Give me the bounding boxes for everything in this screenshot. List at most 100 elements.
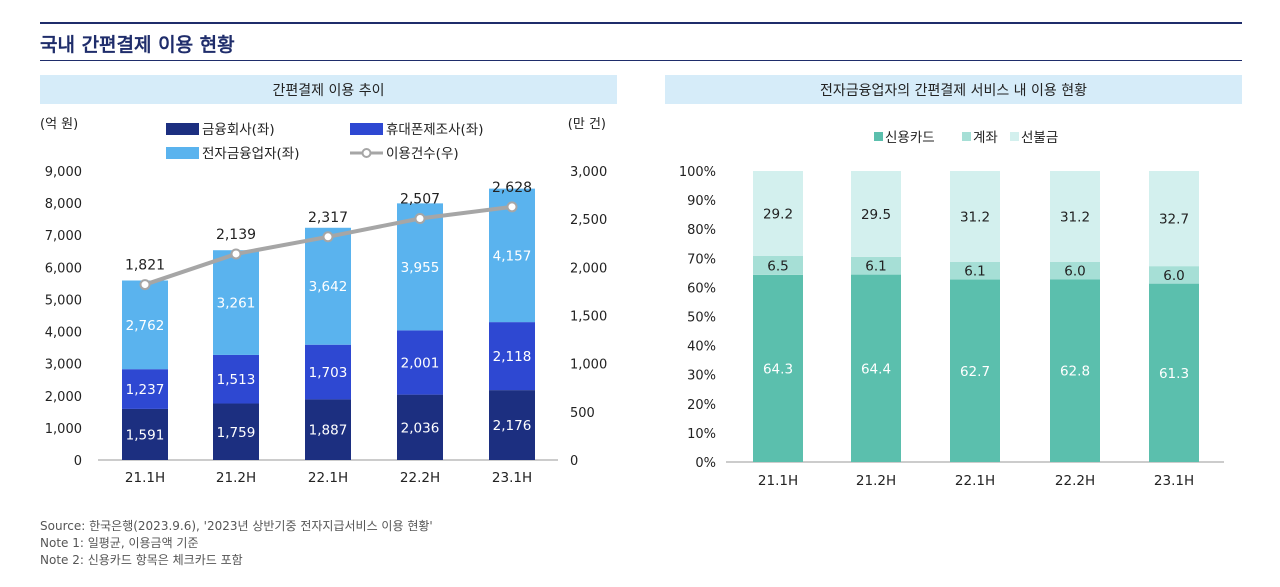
bar-segment: [1149, 171, 1199, 267]
bar-value-label: 3,955: [401, 260, 440, 276]
bar-value-label: 2,118: [493, 349, 532, 365]
line-point: [139, 279, 151, 291]
right-chart-title: 전자금융업자의 간편결제 서비스 내 이용 현황: [665, 75, 1242, 104]
y-tick-label: 100%: [679, 165, 716, 180]
legend-label: 이용건수(우): [386, 146, 459, 162]
bar-value-label: 64.4: [861, 361, 891, 377]
x-tick-label: 22.2H: [400, 470, 440, 486]
y-tick-label: 1,000: [45, 422, 82, 437]
x-tick-label: 21.2H: [856, 473, 896, 489]
y-tick-label: 60%: [687, 281, 716, 296]
bar-segment: [950, 279, 1000, 462]
bar-value-label: 2,176: [493, 418, 532, 434]
line-value-label: 1,821: [125, 258, 165, 274]
bar-value-label: 62.7: [960, 364, 990, 380]
legend-swatch: [1010, 132, 1019, 141]
bar-value-label: 6.1: [964, 264, 985, 280]
line-value-label: 2,139: [216, 227, 256, 243]
y-tick-label: 10%: [687, 427, 716, 442]
bar-value-label: 31.2: [1060, 209, 1090, 225]
x-tick-label: 23.1H: [1154, 473, 1194, 489]
line-point: [414, 212, 426, 224]
bar-value-label: 6.5: [767, 258, 788, 274]
bar-segment: [213, 354, 259, 404]
y-tick-label: 70%: [687, 252, 716, 267]
bar-value-label: 2,036: [401, 420, 440, 436]
x-tick-label: 21.1H: [125, 470, 165, 486]
bar-value-label: 1,513: [217, 372, 256, 388]
bar-value-label: 31.2: [960, 209, 990, 225]
legend-swatch: [166, 123, 199, 135]
bar-segment: [122, 369, 168, 409]
y2-tick-label: 1,000: [570, 358, 607, 373]
bar-segment: [1050, 171, 1100, 262]
bar-value-label: 61.3: [1159, 366, 1189, 382]
x-tick-label: 22.2H: [1055, 473, 1095, 489]
bar-value-label: 29.5: [861, 207, 891, 223]
y2-tick-label: 3,000: [570, 165, 607, 180]
y-tick-label: 0%: [695, 456, 716, 471]
line-value-label: 2,628: [492, 180, 532, 196]
bar-segment: [1149, 266, 1199, 284]
y-tick-label: 0: [74, 454, 82, 469]
bar-segment: [122, 280, 168, 370]
bar-segment: [851, 256, 901, 275]
bar-value-label: 1,887: [309, 423, 348, 439]
source-note: Source: 한국은행(2023.9.6), '2023년 상반기중 전자지급…: [40, 519, 433, 533]
y-tick-label: 50%: [687, 311, 716, 326]
bar-segment: [753, 255, 803, 275]
bar-value-label: 3,642: [309, 279, 348, 295]
legend-label: 휴대폰제조사(좌): [386, 122, 483, 138]
bar-segment: [851, 171, 901, 257]
payment-trend-chart: (억 원) (만 건) 0 1,000 2,000 3,000 4,000 5,000 6,00…: [40, 117, 607, 486]
y-axis-title: (억 원): [40, 117, 78, 132]
x-tick-label: 21.2H: [216, 470, 256, 486]
bar-value-label: 1,703: [309, 365, 348, 381]
y-tick-label: 5,000: [45, 293, 82, 308]
bar-value-label: 1,237: [126, 382, 165, 398]
legend-swatch: [962, 132, 971, 141]
bar-segment: [305, 344, 351, 400]
page-title: 국내 간편결제 이용 현황: [40, 34, 235, 56]
x-tick-label: 22.1H: [308, 470, 348, 486]
y-tick-label: 30%: [687, 369, 716, 384]
x-tick-label: 22.1H: [955, 473, 995, 489]
bar-segment: [489, 390, 535, 460]
bar-segment: [213, 250, 259, 355]
y-tick-label: 8,000: [45, 197, 82, 212]
bar-segment: [753, 274, 803, 462]
bar-value-label: 32.7: [1159, 212, 1189, 228]
bar-value-label: 2,762: [126, 318, 165, 334]
bar-value-label: 6.0: [1163, 268, 1184, 284]
legend-label: 전자금융업자(좌): [202, 146, 299, 162]
bar-segment: [950, 261, 1000, 280]
legend-swatch: [874, 132, 883, 141]
bar-segment: [1149, 283, 1199, 462]
bar-value-label: 6.0: [1064, 264, 1085, 280]
bar-segment: [122, 408, 168, 460]
bar-segment: [950, 171, 1000, 262]
line-point: [322, 231, 334, 243]
legend-label: 계좌: [973, 130, 998, 146]
x-tick-label: 21.1H: [758, 473, 798, 489]
y-tick-label: 4,000: [45, 326, 82, 341]
note-1: Note 1: 일평균, 이용금액 기준: [40, 536, 199, 550]
bar-segment: [1050, 279, 1100, 462]
top-rule: [40, 22, 1242, 24]
note-2: Note 2: 신용카드 항목은 체크카드 포함: [40, 553, 243, 567]
bar-segment: [397, 394, 443, 460]
y-tick-label: 40%: [687, 340, 716, 355]
y2-tick-label: 1,500: [570, 310, 607, 325]
bar-segment: [1050, 261, 1100, 280]
bar-segment: [753, 171, 803, 256]
bar-value-label: 1,759: [217, 425, 256, 441]
legend-label: 선불금: [1021, 130, 1058, 146]
bar-segment: [397, 203, 443, 331]
y-tick-label: 7,000: [45, 229, 82, 244]
bar-segment: [305, 399, 351, 460]
x-tick-label: 23.1H: [492, 470, 532, 486]
y-tick-label: 20%: [687, 398, 716, 413]
bar-segment: [305, 227, 351, 345]
bar-value-label: 64.3: [763, 361, 793, 377]
y-tick-label: 90%: [687, 194, 716, 209]
